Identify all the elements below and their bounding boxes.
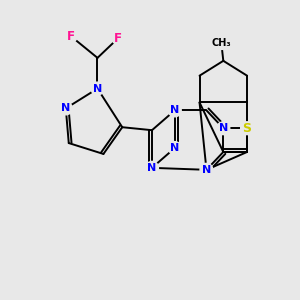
Text: F: F xyxy=(114,32,122,44)
Text: F: F xyxy=(67,30,75,43)
Circle shape xyxy=(64,30,77,43)
Circle shape xyxy=(91,82,104,95)
Text: N: N xyxy=(202,165,211,175)
Text: N: N xyxy=(61,103,70,113)
Text: N: N xyxy=(147,163,157,173)
Circle shape xyxy=(241,122,254,135)
Circle shape xyxy=(59,102,72,115)
Text: N: N xyxy=(170,105,179,116)
Circle shape xyxy=(146,161,158,174)
Text: N: N xyxy=(219,123,228,133)
Text: S: S xyxy=(243,122,252,135)
Circle shape xyxy=(215,37,228,50)
Circle shape xyxy=(168,142,181,154)
Text: CH₃: CH₃ xyxy=(212,38,231,48)
Circle shape xyxy=(217,122,230,135)
Circle shape xyxy=(200,164,213,176)
Text: N: N xyxy=(170,143,179,153)
Circle shape xyxy=(112,32,125,44)
Circle shape xyxy=(168,104,181,117)
Text: N: N xyxy=(93,84,102,94)
